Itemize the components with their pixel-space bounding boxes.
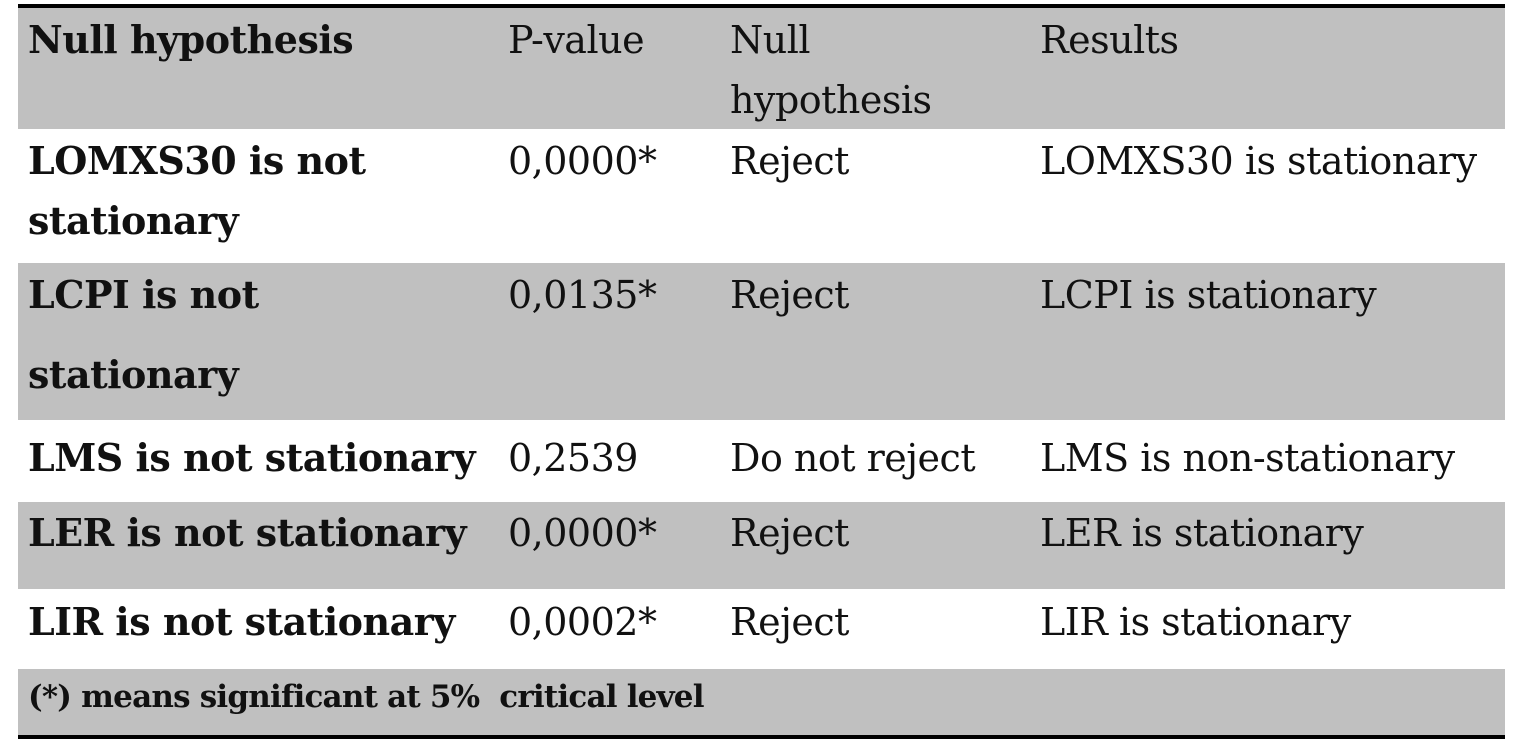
row-decision: Reject <box>730 511 849 555</box>
row-hypothesis: LER is not stationary <box>28 510 467 555</box>
row-decision: Do not reject <box>730 436 976 480</box>
header-p-value: P-value <box>508 18 645 62</box>
footnote-text: (*) means significant at 5% critical lev… <box>28 679 705 715</box>
table-row: LIR is not stationary 0,0002* Reject LIR… <box>18 589 1505 669</box>
row-p-value: 0,2539 <box>508 436 638 480</box>
row-hypothesis: LCPI is not stationary <box>28 272 259 397</box>
header-null-hypothesis-decision: Null hypothesis <box>730 18 932 122</box>
header-results: Results <box>1040 18 1179 62</box>
row-hypothesis: LIR is not stationary <box>28 599 455 644</box>
row-result: LCPI is stationary <box>1040 273 1377 317</box>
table-footnote-row: (*) means significant at 5% critical lev… <box>18 669 1505 735</box>
row-result: LER is stationary <box>1040 511 1364 555</box>
row-p-value: 0,0002* <box>508 600 657 644</box>
table-row: LER is not stationary 0,0000* Reject LER… <box>18 502 1505 589</box>
table-row: LMS is not stationary 0,2539 Do not reje… <box>18 420 1505 502</box>
row-decision: Reject <box>730 273 849 317</box>
table-row: LOMXS30 is not stationary 0,0000* Reject… <box>18 129 1505 263</box>
header-null-hypothesis: Null hypothesis <box>28 17 354 62</box>
row-p-value: 0,0135* <box>508 273 657 317</box>
row-result: LOMXS30 is stationary <box>1040 139 1477 183</box>
row-p-value: 0,0000* <box>508 139 657 183</box>
row-result: LIR is stationary <box>1040 600 1351 644</box>
results-table: Null hypothesis P-value Null hypothesis … <box>18 4 1505 739</box>
row-result: LMS is non-stationary <box>1040 436 1455 480</box>
row-decision: Reject <box>730 139 849 183</box>
row-hypothesis: LOMXS30 is not stationary <box>28 138 366 243</box>
row-decision: Reject <box>730 600 849 644</box>
row-p-value: 0,0000* <box>508 511 657 555</box>
row-hypothesis: LMS is not stationary <box>28 435 476 480</box>
table-header-row: Null hypothesis P-value Null hypothesis … <box>18 8 1505 129</box>
table-row: LCPI is not stationary 0,0135* Reject LC… <box>18 263 1505 420</box>
